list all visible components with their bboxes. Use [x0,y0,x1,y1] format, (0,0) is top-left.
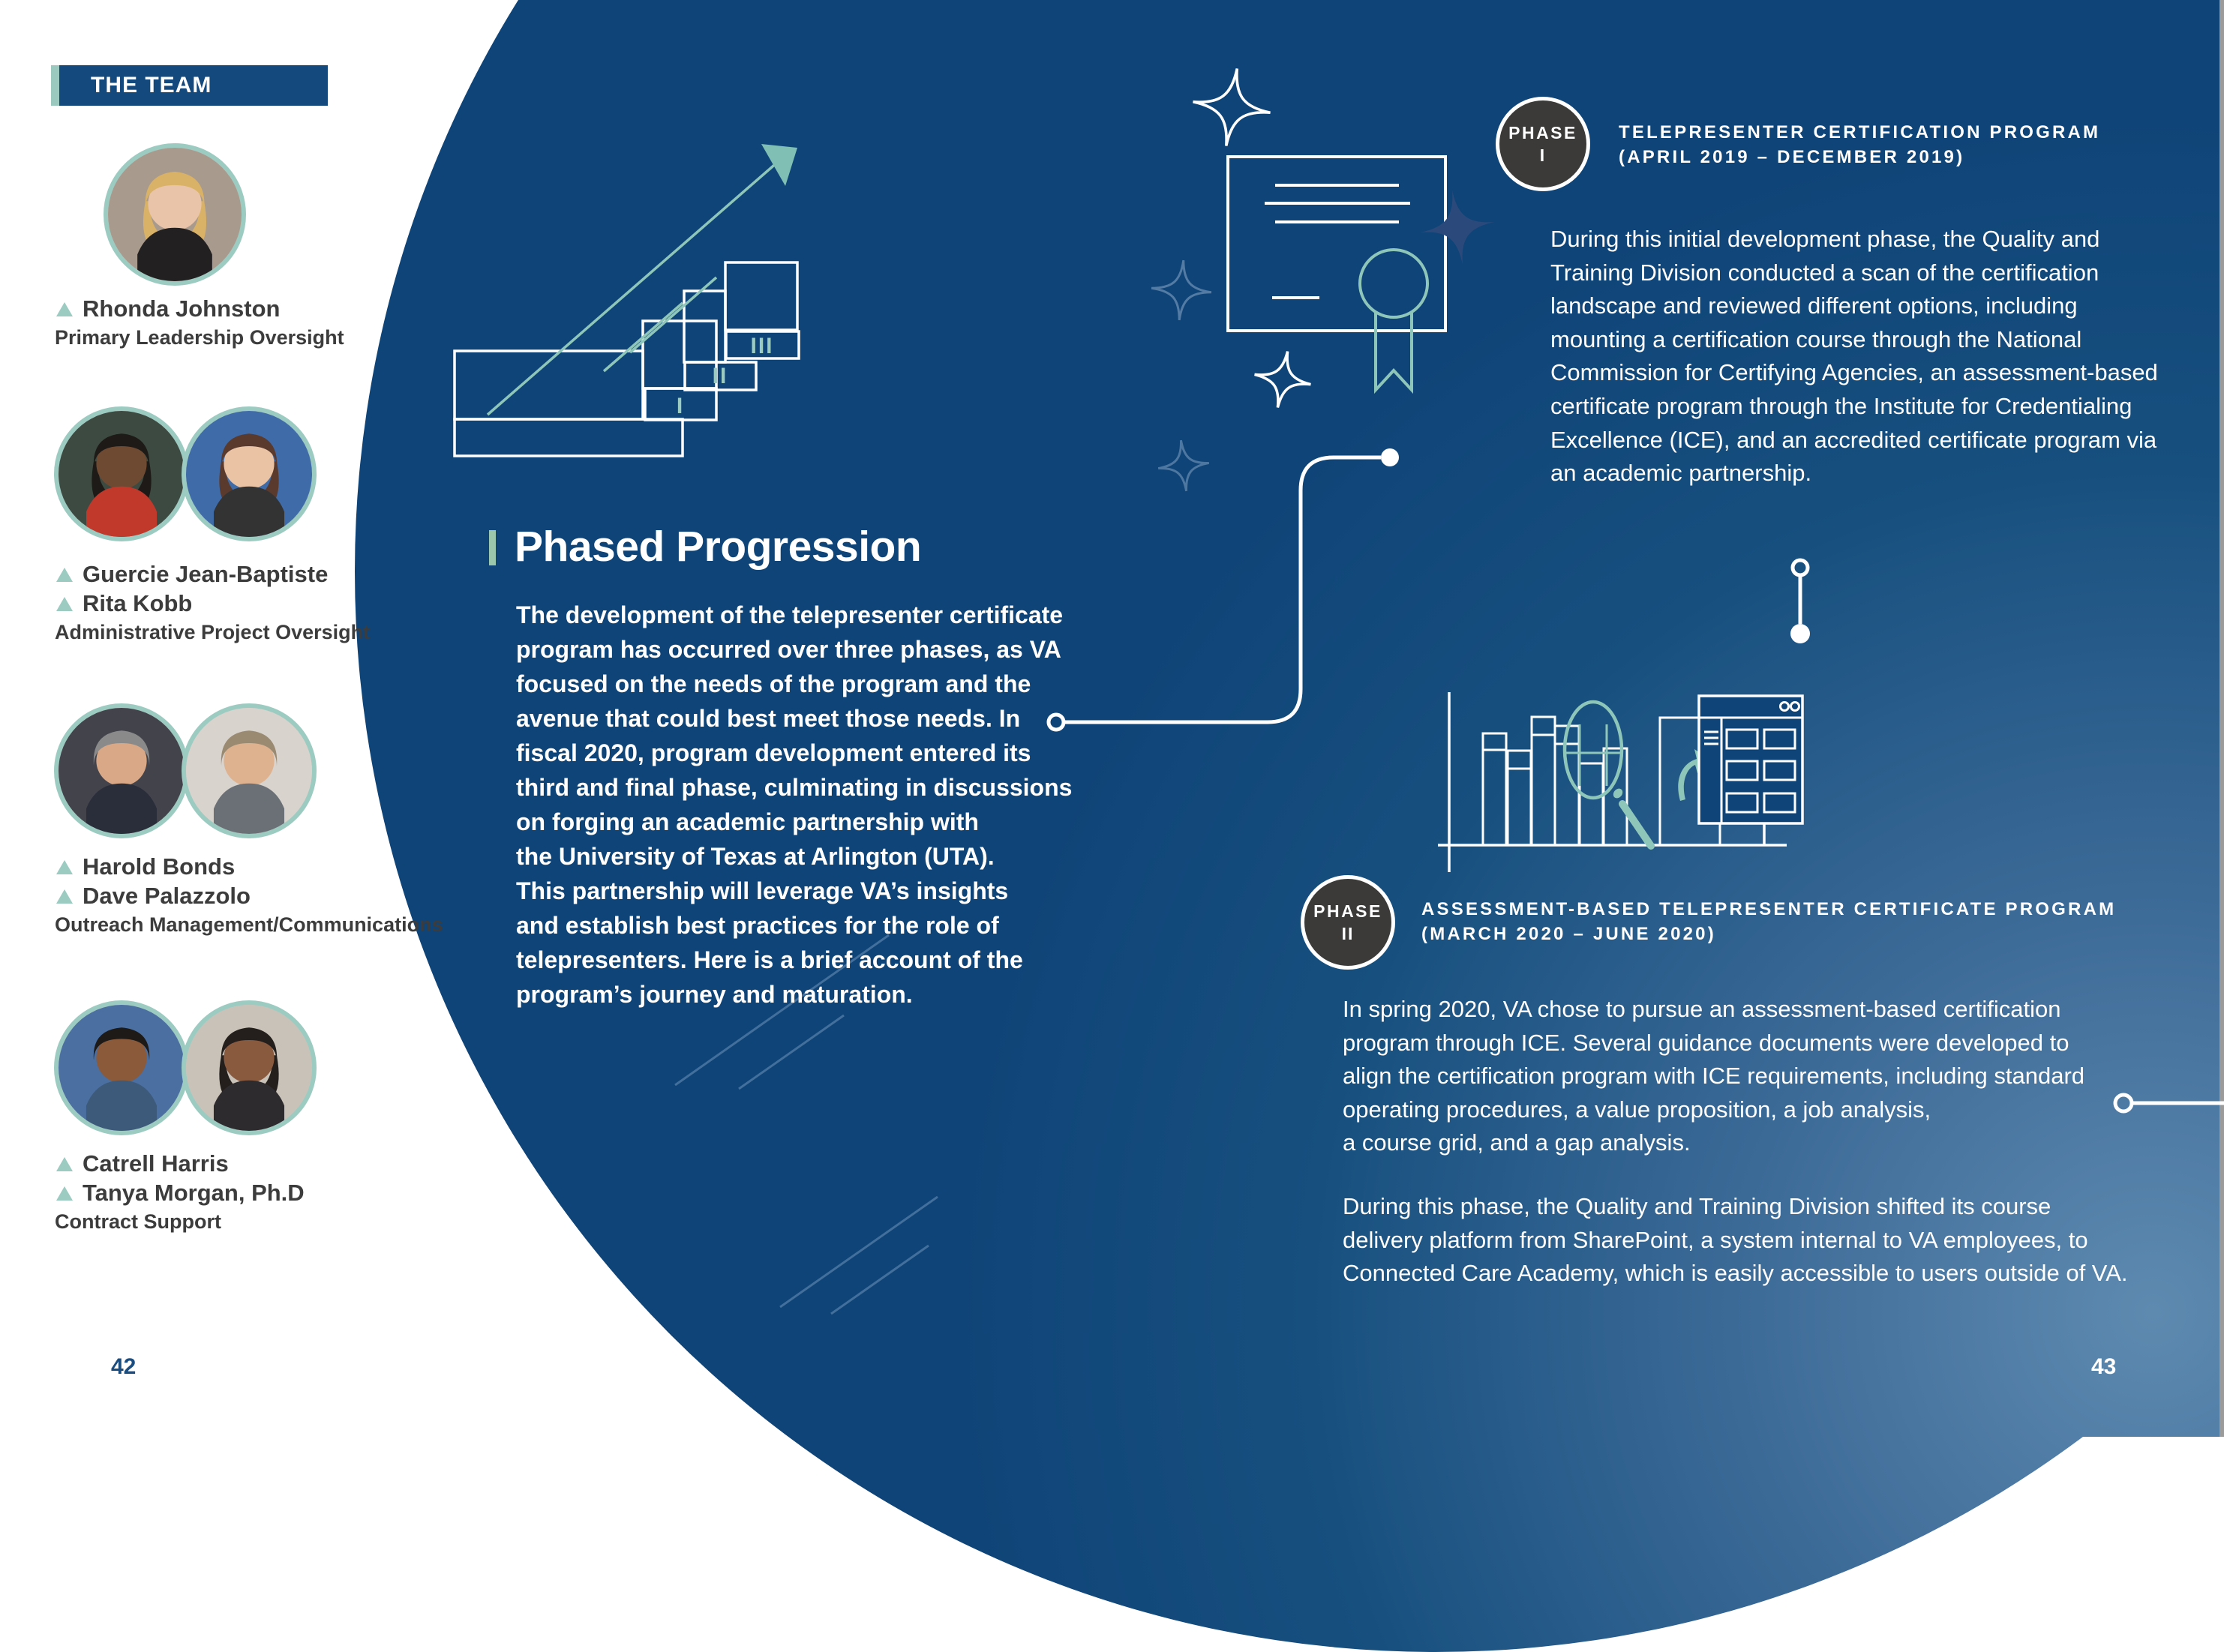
intro-paragraph: The development of the telepresenter cer… [516,601,1073,1008]
phase-2-title: ASSESSMENT-BASED TELEPRESENTER CERTIFICA… [1421,899,2117,944]
team-member: Tanya Morgan, Ph.D [53,1180,305,1206]
phase-2-body-2: During this phase, the Quality and Train… [1343,1193,2128,1287]
member-role: Contract Support [55,1210,221,1233]
phase-1-badge: PHASE I [1496,97,1590,191]
stair-label-3: III [750,334,773,358]
team-photo [54,406,189,541]
team-group-4: Catrell Harris Tanya Morgan, Ph.D Contra… [53,1150,305,1234]
team-photo [54,1000,189,1135]
triangle-bullet-icon [56,567,73,582]
team-group-3: Harold Bonds Dave Palazzolo Outreach Man… [53,853,443,937]
triangle-bullet-icon [56,889,73,904]
phase-1-body: During this initial development phase, t… [1550,226,2158,487]
arrow-head-icon [761,144,797,186]
page-number-right: 43 [2091,1354,2117,1379]
person-avatar [108,148,242,281]
team-header-accent-bar [51,65,59,106]
member-role: Primary Leadership Oversight [55,326,344,349]
sparkle-icon [1149,258,1213,322]
certificate-illustration [1155,45,1495,502]
phase-badge-word: PHASE [1313,901,1382,921]
triangle-bullet-icon [56,596,73,611]
page-title: Phased Progression [515,523,922,571]
team-member: Catrell Harris [53,1150,305,1177]
sparkle-icon [1250,346,1316,412]
certificate-icon [1226,155,1447,332]
phase-badge-numeral: II [1341,923,1355,943]
member-name: Rita Kobb [83,590,193,616]
magnifier-icon [1562,700,1655,850]
member-role: Outreach Management/Communications [55,913,443,936]
triangle-bullet-icon [56,1156,73,1171]
stair-label-1: I [677,394,684,418]
member-name: Catrell Harris [83,1150,229,1177]
stair-label-2: II [713,364,728,388]
team-header-box: THE TEAM [59,65,328,106]
growth-stairs-illustration: I II III [453,144,800,457]
member-name: Harold Bonds [83,853,236,880]
sparkle-icon [1156,438,1212,494]
team-group-2: Guercie Jean-Baptiste Rita Kobb Administ… [53,561,371,644]
team-section-title: THE TEAM [91,73,212,97]
member-name: Guercie Jean-Baptiste [83,561,329,587]
team-member: Rita Kobb [53,590,370,616]
team-photo [182,406,317,541]
triangle-bullet-icon [56,859,73,874]
team-group-1: Rhonda Johnston Primary Leadership Overs… [53,295,344,349]
team-member: Harold Bonds [53,853,443,880]
heading-accent-bar [489,530,496,565]
member-name: Rhonda Johnston [83,295,281,322]
person-avatar [59,708,185,834]
sparkle-icon [1187,63,1275,151]
phase-1-title: TELEPRESENTER CERTIFICATION PROGRAM (APR… [1619,122,2101,167]
member-name: Tanya Morgan, Ph.D [83,1180,305,1206]
team-member: Rhonda Johnston [53,295,344,322]
member-name: Dave Palazzolo [83,883,251,909]
person-avatar [59,411,185,537]
member-role: Administrative Project Oversight [55,621,371,643]
team-photo [104,143,246,286]
team-member: Dave Palazzolo [53,883,443,909]
team-photo [54,703,189,838]
browser-window-icon [1697,694,1804,845]
phase-badge-numeral: I [1539,145,1547,165]
ribbon-seal-icon [1358,248,1429,394]
analysis-chart-illustration [1438,692,1804,872]
team-section-header: THE TEAM [51,65,328,106]
person-avatar [186,708,312,834]
phase-badge-word: PHASE [1508,122,1577,142]
team-photo [182,703,317,838]
chart-bars [1481,715,1628,847]
phase-2-badge: PHASE II [1301,875,1395,970]
person-avatar [59,1005,185,1131]
triangle-bullet-icon [56,301,73,316]
page-edge-strip [2219,0,2224,1437]
phase-2-body-1: In spring 2020, VA chose to pursue an as… [1343,996,2085,1156]
page-number-left: 42 [111,1354,137,1379]
team-member: Guercie Jean-Baptiste [53,561,370,587]
triangle-bullet-icon [56,1186,73,1201]
sparkle-icons [1149,63,1495,494]
team-photo [182,1000,317,1135]
sparkle-icon [1420,190,1495,265]
person-avatar [186,411,312,537]
person-avatar [186,1005,312,1131]
